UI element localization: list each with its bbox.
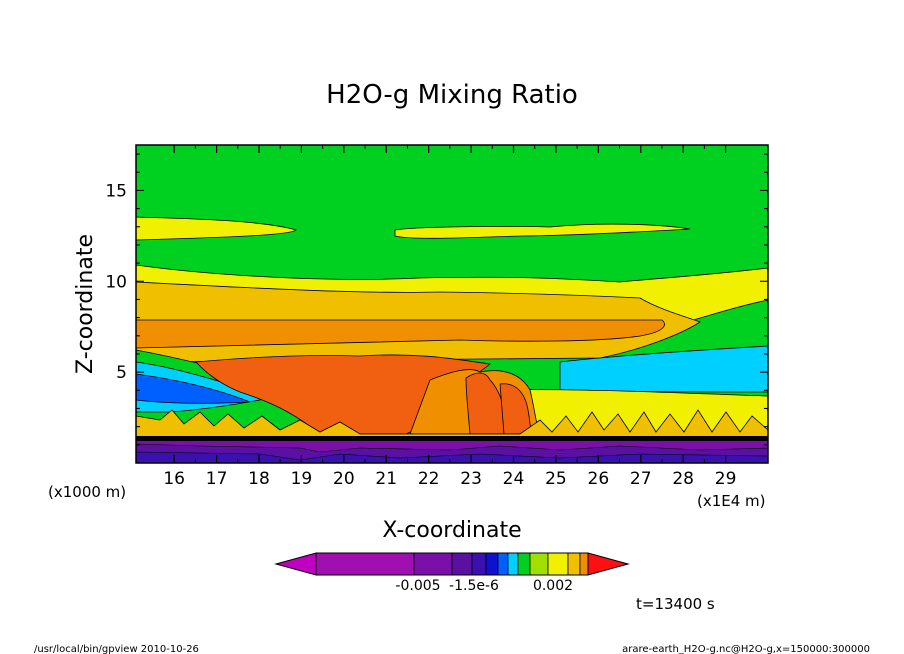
plot-frame — [135, 144, 769, 464]
x-tick-label: 25 — [545, 469, 567, 489]
contour-field — [136, 145, 768, 463]
colorbar-arrow-right — [587, 552, 630, 576]
colorbar-arrow-left — [274, 552, 317, 576]
colorbar-tick-label: -0.005 — [395, 578, 440, 594]
upper-band-right — [394, 223, 691, 239]
colorbar-segment — [485, 552, 499, 576]
y-axis: 5 10 15 — [105, 153, 768, 446]
colorbar-segment — [517, 552, 531, 576]
x-tick-label: 24 — [503, 469, 525, 489]
x-tick-label: 19 — [291, 469, 313, 489]
x-tick-label: 17 — [206, 469, 228, 489]
colorbar-tick-label: -1.5e-6 — [449, 578, 499, 594]
turbulent-band — [136, 409, 768, 439]
x-unit-right: (x1E4 m) — [697, 492, 766, 510]
colorbar-segment — [451, 552, 473, 576]
colorbar-segment — [497, 552, 509, 576]
footer-right: arare-earth_H2O-g.nc@H2O-g,x=150000:3000… — [622, 644, 870, 654]
y-tick-label: 5 — [116, 363, 127, 383]
colorbar-frame — [315, 552, 589, 576]
x-tick-label: 27 — [630, 469, 652, 489]
colorbar-segment — [529, 552, 549, 576]
x-axis: 16 17 18 19 20 21 22 23 24 25 26 27 28 29 — [163, 145, 736, 489]
colorbar: -0.005 -1.5e-6 0.002 — [274, 552, 630, 594]
y-axis-label: Z-coordinate — [73, 234, 98, 374]
x-unit-left: (x1000 m) — [48, 483, 126, 501]
colorbar-segment — [579, 552, 589, 576]
colorbar-segment — [315, 552, 415, 576]
x-tick-label: 16 — [163, 469, 185, 489]
x-tick-label: 28 — [672, 469, 694, 489]
y-tick-label: 15 — [105, 181, 127, 201]
chart-title: H2O-g Mixing Ratio — [326, 80, 578, 110]
boundary-line — [136, 436, 768, 441]
footer-left: /usr/local/bin/gpview 2010-10-26 — [34, 644, 199, 654]
x-tick-label: 26 — [588, 469, 610, 489]
x-tick-label: 29 — [715, 469, 737, 489]
time-label: t=13400 s — [636, 595, 715, 613]
x-tick-label: 23 — [460, 469, 482, 489]
x-tick-label: 20 — [333, 469, 355, 489]
x-tick-label: 18 — [248, 469, 270, 489]
colorbar-tick-label: 0.002 — [533, 578, 573, 594]
colorbar-segment — [507, 552, 519, 576]
colorbar-segment — [567, 552, 581, 576]
x-axis-label: X-coordinate — [382, 518, 521, 543]
x-tick-label: 21 — [375, 469, 397, 489]
y-tick-label: 10 — [105, 272, 127, 292]
x-tick-label: 22 — [418, 469, 440, 489]
upper-band-left — [136, 216, 297, 241]
colorbar-segment — [471, 552, 487, 576]
colorbar-segment — [413, 552, 453, 576]
colorbar-segment — [547, 552, 569, 576]
surface-layer-bottom — [136, 451, 768, 463]
layer-orange — [136, 319, 665, 349]
layer-blue-left — [136, 373, 251, 404]
